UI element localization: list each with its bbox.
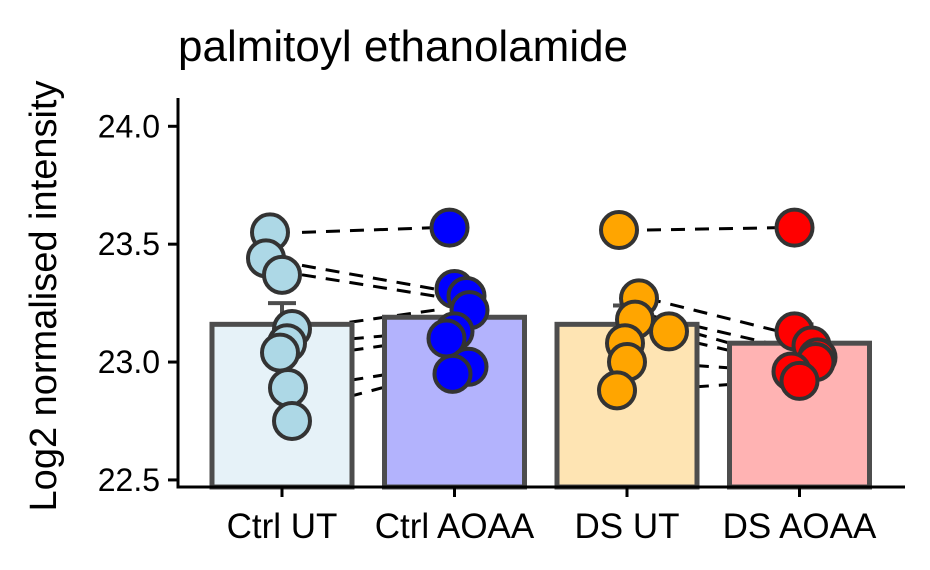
point-2-8 [435, 356, 471, 392]
point-1-3 [264, 257, 300, 293]
x-tick-label-3: DS UT [575, 507, 680, 546]
pair-line-1 [302, 228, 435, 233]
point-1-7 [270, 370, 306, 406]
bars [212, 317, 870, 487]
x-tick-label-2: Ctrl AOAA [375, 507, 535, 546]
x-tick-label-4: DS AOAA [723, 507, 877, 546]
chart-title: palmitoyl ethanolamide [178, 22, 628, 71]
pair-line-3 [302, 275, 435, 296]
point-2-1 [432, 210, 468, 246]
point-3-7 [599, 372, 635, 408]
point-4-7 [782, 363, 818, 399]
y-tick-label-1: 22.5 [98, 462, 160, 498]
x-tick-label-1: Ctrl UT [227, 507, 338, 546]
point-1-8 [274, 403, 310, 439]
y-tick-label-2: 23.0 [98, 344, 160, 380]
y-tick-label-3: 23.5 [98, 226, 160, 262]
pair-line-2 [302, 265, 435, 289]
pair-lines [302, 228, 780, 410]
y-tick-label-4: 24.0 [98, 108, 160, 144]
point-3-1 [601, 212, 637, 248]
point-4-1 [777, 210, 813, 246]
point-1-6 [262, 335, 298, 371]
pair-line-9 [647, 228, 780, 230]
point-3-4 [651, 313, 687, 349]
y-axis-label: Log2 normalised intensity [23, 81, 65, 512]
